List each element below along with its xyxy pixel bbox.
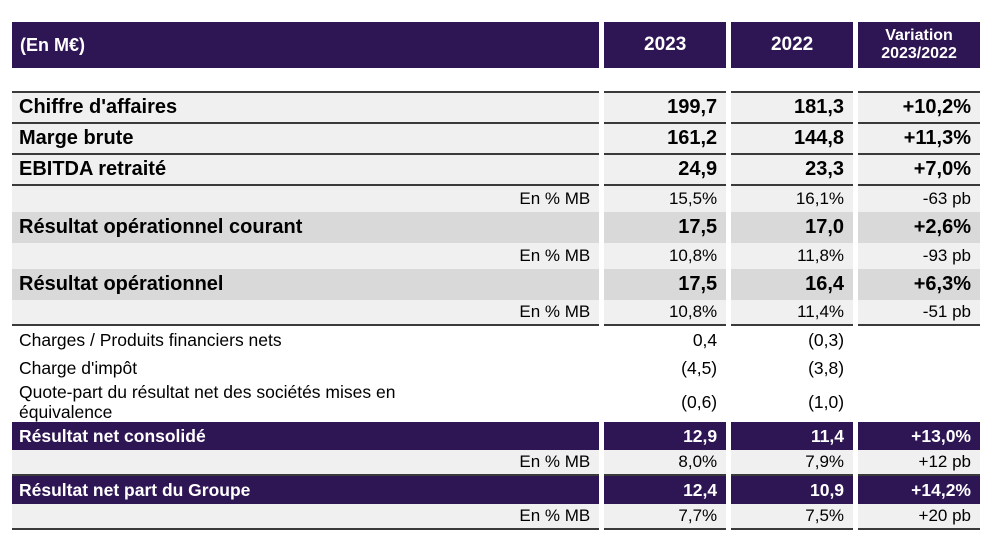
value-variation: +20 pb	[858, 504, 980, 531]
row-label: Chiffre d'affaires	[12, 93, 600, 124]
table-row: EBITDA retraité 24,9 23,3 +7,0%	[12, 155, 980, 186]
value-2023: 7,7%	[604, 504, 727, 531]
value-2022: 144,8	[731, 124, 854, 155]
header-col-variation: Variation 2023/2022	[858, 22, 980, 68]
row-label: Résultat net consolidé	[12, 422, 600, 451]
value-2023: 17,5	[604, 269, 727, 300]
header-row: (En M€) 2023 2022 Variation 2023/2022	[12, 22, 980, 68]
value-variation: +14,2%	[858, 476, 980, 505]
value-2023: 8,0%	[604, 450, 727, 477]
row-label: Charge d'impôt	[12, 354, 600, 382]
row-label: EBITDA retraité	[12, 155, 600, 186]
value-variation: +2,6%	[858, 212, 980, 243]
value-2022: (0,3)	[731, 326, 854, 354]
value-2022: 16,1%	[731, 186, 854, 212]
value-2023: 12,9	[604, 422, 727, 451]
value-variation	[858, 326, 980, 354]
row-label: En % MB	[12, 450, 600, 477]
row-label: Quote-part du résultat net des sociétés …	[12, 382, 600, 423]
value-variation: +6,3%	[858, 269, 980, 300]
value-2023: 0,4	[604, 326, 727, 354]
row-label: Résultat opérationnel courant	[12, 212, 600, 243]
value-variation: +11,3%	[858, 124, 980, 155]
value-2023: 24,9	[604, 155, 727, 186]
value-2023: 10,8%	[604, 300, 727, 326]
row-label: En % MB	[12, 243, 600, 269]
value-2023: 12,4	[604, 476, 727, 505]
value-2022: (3,8)	[731, 354, 854, 382]
header-unit-label: (En M€)	[12, 22, 600, 68]
table-row: En % MB 8,0% 7,9% +12 pb	[12, 450, 980, 477]
table-row: Marge brute 161,2 144,8 +11,3%	[12, 124, 980, 155]
value-2022: 181,3	[731, 93, 854, 124]
value-2023: (0,6)	[604, 382, 727, 423]
row-label: En % MB	[12, 504, 600, 531]
table-row: Chiffre d'affaires 199,7 181,3 +10,2%	[12, 93, 980, 124]
table-row: En % MB 10,8% 11,8% -93 pb	[12, 243, 980, 269]
value-2023: (4,5)	[604, 354, 727, 382]
value-2022: 16,4	[731, 269, 854, 300]
value-2022: 23,3	[731, 155, 854, 186]
value-variation: +10,2%	[858, 93, 980, 124]
table-row: En % MB 7,7% 7,5% +20 pb	[12, 504, 980, 531]
table-row: En % MB 15,5% 16,1% -63 pb	[12, 186, 980, 212]
row-label: En % MB	[12, 300, 600, 326]
table-row: Charge d'impôt (4,5) (3,8)	[12, 354, 980, 382]
value-2023: 10,8%	[604, 243, 727, 269]
table-row: En % MB 10,8% 11,4% -51 pb	[12, 300, 980, 326]
value-variation: +13,0%	[858, 422, 980, 451]
row-label: Marge brute	[12, 124, 600, 155]
table-row: Résultat opérationnel courant 17,5 17,0 +2,…	[12, 212, 980, 243]
value-variation: +12 pb	[858, 450, 980, 477]
header-col-2022: 2022	[731, 22, 854, 68]
value-2023: 199,7	[604, 93, 727, 124]
table-header: (En M€) 2023 2022 Variation 2023/2022	[12, 22, 980, 93]
value-2022: 17,0	[731, 212, 854, 243]
table-row: Résultat opérationnel 17,5 16,4 +6,3%	[12, 269, 980, 300]
row-label: Résultat net part du Groupe	[12, 476, 600, 505]
value-2022: 11,4%	[731, 300, 854, 326]
value-2022: 10,9	[731, 476, 854, 505]
row-label: Charges / Produits financiers nets	[12, 326, 600, 354]
row-label: En % MB	[12, 186, 600, 212]
row-label: Résultat opérationnel	[12, 269, 600, 300]
financial-results-table: (En M€) 2023 2022 Variation 2023/2022 Ch…	[7, 22, 985, 531]
value-variation	[858, 382, 980, 423]
value-variation: -51 pb	[858, 300, 980, 326]
value-2022: 7,5%	[731, 504, 854, 531]
value-variation: -93 pb	[858, 243, 980, 269]
table-row: Résultat net consolidé 12,9 11,4 +13,0%	[12, 422, 980, 451]
value-variation: -63 pb	[858, 186, 980, 212]
value-2022: 11,4	[731, 422, 854, 451]
value-2022: 11,8%	[731, 243, 854, 269]
value-2022: 7,9%	[731, 450, 854, 477]
header-body-gap	[12, 68, 980, 93]
header-col-2023: 2023	[604, 22, 727, 68]
value-variation	[858, 354, 980, 382]
value-2023: 161,2	[604, 124, 727, 155]
financial-results-table-wrap: (En M€) 2023 2022 Variation 2023/2022 Ch…	[7, 22, 985, 531]
value-2023: 15,5%	[604, 186, 727, 212]
table-row: Quote-part du résultat net des sociétés …	[12, 382, 980, 423]
table-row: Charges / Produits financiers nets 0,4 (0,…	[12, 326, 980, 354]
value-2023: 17,5	[604, 212, 727, 243]
value-variation: +7,0%	[858, 155, 980, 186]
table-body: Chiffre d'affaires 199,7 181,3 +10,2% Marge …	[12, 93, 980, 531]
table-row: Résultat net part du Groupe 12,4 10,9 +14,2…	[12, 476, 980, 505]
value-2022: (1,0)	[731, 382, 854, 423]
